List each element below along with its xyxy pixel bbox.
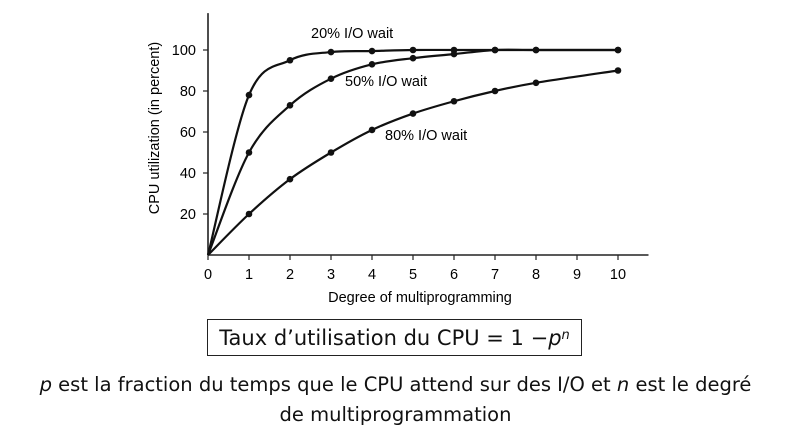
series-label: 20% I/O wait [311, 26, 393, 42]
axes [203, 13, 649, 260]
data-point [614, 46, 622, 54]
data-point [409, 110, 417, 117]
caption-line-1: p est la fraction du temps que le CPU at… [0, 370, 791, 400]
y-tick-label: 60 [180, 125, 196, 141]
y-tick-label: 20 [180, 207, 196, 223]
data-point [491, 46, 499, 54]
data-point [327, 75, 335, 82]
caption-part-1: est la fraction du temps que le CPU atte… [51, 373, 617, 396]
y-tick-label: 100 [172, 43, 196, 59]
formula-base-p: p [548, 325, 562, 350]
formula-exponent-n: n [561, 328, 570, 343]
x-tick-label: 9 [573, 267, 581, 283]
y-axis-label: CPU utilization (in percent) [147, 42, 163, 214]
data-point [491, 87, 499, 95]
data-point [409, 46, 417, 54]
tick-and-series-labels: 0 1 2 3 4 5 6 7 8 9 10 20 40 60 80 100 20% I/O wait 50% I… [172, 26, 626, 283]
x-tick-label: 10 [610, 267, 626, 283]
data-point [286, 102, 294, 109]
data-point [286, 56, 294, 64]
x-tick-label: 4 [368, 267, 376, 283]
series-line [206, 48, 618, 256]
cpu-utilization-chart: 0 1 2 3 4 5 6 7 8 9 10 20 40 60 80 100 20% I/O wait 50% I… [147, 13, 649, 306]
data-point [245, 149, 253, 156]
data-point [368, 61, 376, 68]
data-point [450, 97, 458, 105]
x-tick-label: 3 [327, 267, 335, 283]
caption-line-2: de multiprogrammation [279, 403, 512, 426]
formula-box: Taux d’utilisation du CPU = 1 − p n [207, 319, 582, 356]
formula-text: Taux d’utilisation du CPU = 1 − [219, 325, 549, 350]
y-tick-label: 40 [180, 166, 196, 182]
data-point [327, 48, 335, 56]
x-tick-label: 1 [245, 267, 253, 283]
data-point [286, 175, 294, 183]
series-label: 50% I/O wait [345, 74, 427, 90]
caption: p est la fraction du temps que le CPU at… [0, 370, 791, 430]
x-axis-label: Degree of multiprogramming [328, 290, 512, 306]
series-label: 80% I/O wait [385, 128, 467, 144]
x-tick-label: 7 [491, 267, 499, 283]
x-tick-label: 6 [450, 267, 458, 283]
data-point [368, 47, 376, 55]
data-point [450, 50, 458, 58]
series-points [245, 46, 622, 218]
x-tick-label: 2 [286, 267, 294, 283]
caption-p-var: p [39, 373, 52, 396]
x-tick-label: 0 [204, 267, 212, 283]
x-tick-label: 8 [532, 267, 540, 283]
data-point [532, 46, 540, 54]
x-tick-label: 5 [409, 267, 417, 283]
data-point [614, 67, 622, 74]
data-point [532, 79, 540, 87]
caption-part-2: est le degré [629, 373, 752, 396]
series-lines [206, 48, 619, 256]
data-point [368, 126, 376, 134]
data-point [409, 54, 417, 62]
data-point [245, 210, 253, 218]
caption-n-var: n [616, 373, 630, 396]
y-tick-label: 80 [180, 84, 196, 100]
data-point [245, 91, 253, 99]
series-line [207, 69, 619, 256]
data-point [327, 149, 335, 156]
